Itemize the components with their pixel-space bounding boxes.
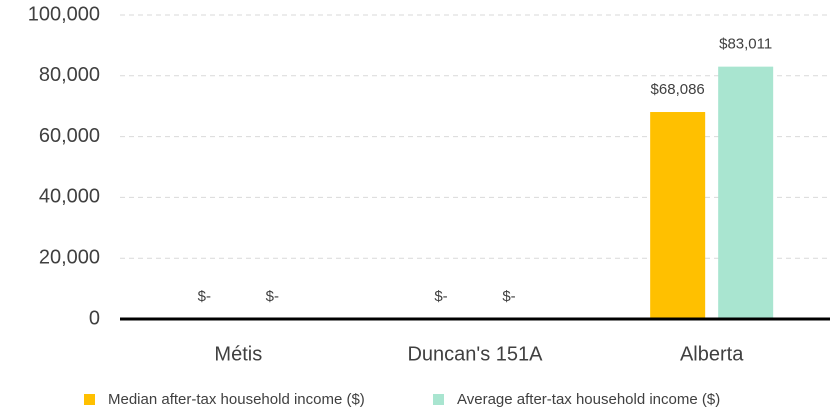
legend-swatch	[84, 394, 95, 405]
legend-label: Average after-tax household income ($)	[457, 391, 720, 408]
y-tick-label: 100,000	[28, 3, 100, 25]
value-label: $68,086	[651, 81, 705, 98]
legend-swatch	[433, 394, 444, 405]
value-label: $-	[198, 288, 211, 305]
y-tick-label: 40,000	[39, 186, 100, 208]
y-tick-label: 80,000	[39, 64, 100, 86]
x-tick-label: Alberta	[680, 343, 744, 365]
bar	[650, 112, 706, 320]
x-tick-label: Duncan's 151A	[407, 343, 543, 365]
y-tick-label: 60,000	[39, 125, 100, 147]
x-tick-label: Métis	[214, 343, 262, 365]
value-label: $-	[502, 288, 515, 305]
y-tick-label: 20,000	[39, 246, 100, 268]
value-label: $-	[266, 288, 279, 305]
value-label: $-	[434, 288, 447, 305]
legend-label: Median after-tax household income ($)	[108, 391, 365, 408]
value-label: $83,011	[719, 36, 772, 53]
y-tick-label: 0	[89, 307, 100, 329]
bar	[718, 66, 774, 319]
